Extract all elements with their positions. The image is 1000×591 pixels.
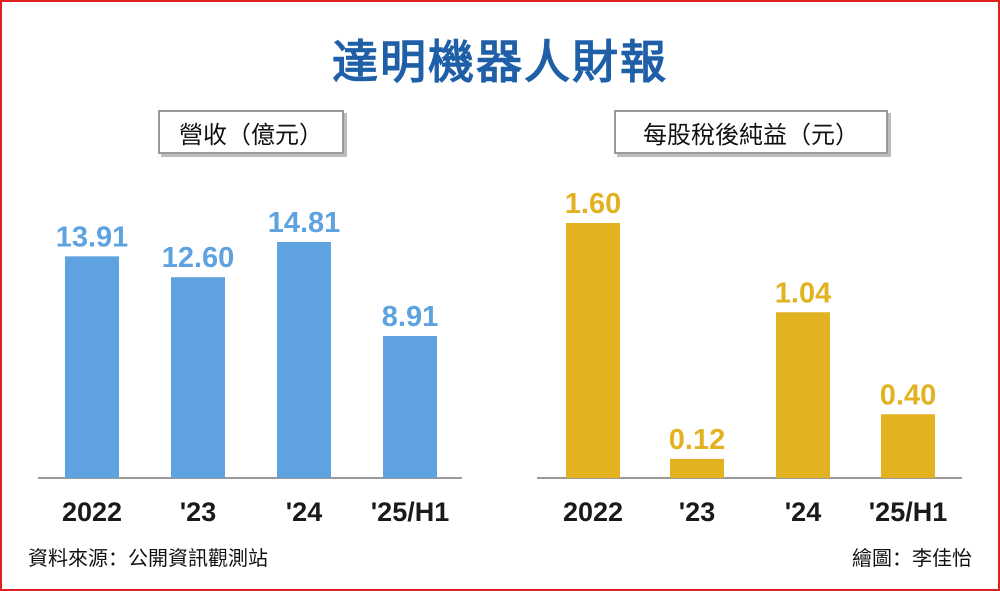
eps-data-label: 0.40 [880,379,936,411]
revenue-bar [277,242,331,478]
revenue-bar [65,256,119,478]
revenue-chart-title: 營收（億元） [158,110,344,154]
eps-bar [881,414,935,478]
revenue-tick-label: '23 [180,497,216,527]
revenue-bar [383,336,437,478]
credit-note: 繪圖：李佳怡 [852,546,972,570]
revenue-tick-label: '25/H1 [371,497,449,527]
eps-bar [566,223,620,478]
eps-chart: 1.60 2022 0.12 '23 1.04 '24 0.40 '25/H1 [537,188,962,527]
eps-tick-label: '24 [785,497,821,527]
revenue-data-label: 13.91 [56,221,129,253]
revenue-tick-label: '24 [286,497,322,527]
eps-tick-label: 2022 [563,497,623,527]
revenue-data-label: 14.81 [268,207,341,239]
eps-data-label: 1.60 [565,188,621,220]
eps-tick-label: '25/H1 [869,497,947,527]
eps-data-label: 0.12 [669,424,725,456]
eps-bar [776,312,830,478]
revenue-tick-label: 2022 [62,497,122,527]
eps-tick-label: '23 [679,497,715,527]
source-note: 資料來源：公開資訊觀測站 [28,546,268,570]
revenue-data-label: 8.91 [382,301,438,333]
revenue-data-label: 12.60 [162,242,235,274]
page-title: 達明機器人財報 [332,35,668,89]
revenue-bar [171,277,225,478]
eps-bar [670,458,724,478]
revenue-chart: 13.91 2022 12.60 '23 14.81 '24 8.91 '25/H1 [38,207,462,527]
eps-data-label: 1.04 [775,277,831,309]
eps-chart-title: 每股稅後純益（元） [614,110,888,154]
